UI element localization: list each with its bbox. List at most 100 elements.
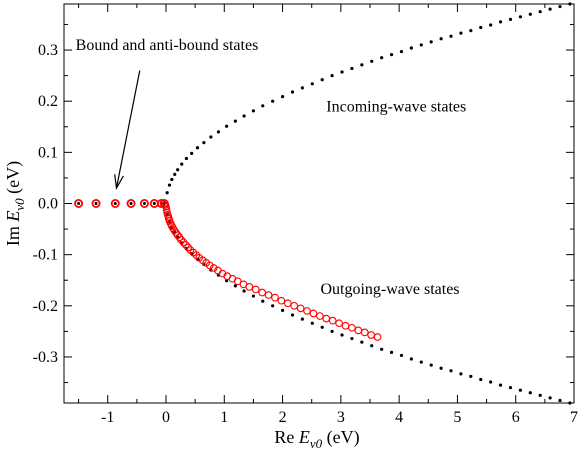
data-point [341, 321, 350, 330]
data-point [548, 7, 552, 11]
data-point [261, 104, 265, 108]
y-tick-label: 0.3 [38, 42, 58, 59]
data-point [328, 316, 337, 325]
data-point [360, 340, 364, 344]
data-point [181, 241, 190, 249]
data-point [429, 40, 433, 44]
data-point [184, 156, 188, 161]
data-point [91, 198, 101, 208]
data-point [429, 363, 433, 367]
y-tick-label: -0.3 [33, 349, 58, 366]
data-point [479, 25, 483, 30]
annotation-label: Bound and anti-bound states [76, 37, 259, 54]
data-point [303, 307, 311, 315]
x-tick-label: 4 [395, 409, 403, 426]
y-axis-label: Im Ev0 (eV) [3, 161, 27, 246]
data-point [209, 264, 218, 272]
annotation-label: Incoming-wave states [326, 98, 466, 115]
data-point [245, 283, 254, 291]
y-tick-label: 0.2 [38, 93, 58, 110]
data-point [300, 317, 304, 321]
data-point [498, 20, 503, 24]
data-point [389, 350, 394, 354]
data-point [389, 53, 394, 57]
y-tick-label: -0.2 [33, 298, 58, 315]
data-point [548, 396, 552, 400]
data-point [439, 366, 443, 370]
data-point [409, 357, 413, 361]
data-point [271, 99, 275, 103]
data-point [330, 74, 334, 78]
data-point [195, 146, 200, 150]
data-point [290, 301, 299, 310]
x-tick-label: 7 [570, 409, 578, 426]
data-point [142, 202, 146, 205]
data-point [310, 82, 314, 86]
data-point [350, 336, 354, 341]
data-point [190, 151, 194, 155]
data-point [258, 288, 267, 297]
y-tick-label: 0.0 [38, 196, 58, 213]
data-point [209, 135, 213, 139]
data-point [399, 353, 404, 358]
data-point [528, 12, 532, 16]
data-point [320, 78, 324, 82]
data-point [170, 177, 174, 182]
data-point [380, 56, 384, 60]
data-point [360, 328, 369, 337]
data-point [165, 191, 169, 195]
x-tick-label: 1 [220, 409, 228, 426]
data-point [370, 59, 374, 63]
data-point [469, 29, 473, 33]
data-point [373, 333, 382, 341]
data-point [508, 17, 513, 21]
annotation-arrow [115, 70, 141, 189]
data-point [538, 10, 542, 14]
data-point [330, 329, 334, 333]
data-point [74, 198, 84, 208]
data-point [225, 124, 229, 128]
data-point [350, 66, 354, 71]
data-point [264, 291, 273, 299]
data-point [399, 49, 404, 54]
data-point [233, 119, 237, 123]
data-point [439, 37, 443, 41]
data-point [518, 15, 522, 19]
x-tick-label: 6 [512, 409, 520, 426]
data-point [558, 398, 562, 403]
data-point [322, 314, 331, 323]
y-tick-label: 0.1 [38, 144, 58, 161]
data-point [409, 46, 413, 50]
data-point [469, 374, 473, 378]
data-point [449, 369, 453, 373]
data-point [251, 285, 260, 294]
data-marks [74, 2, 572, 405]
data-point [528, 391, 532, 395]
data-point [242, 114, 246, 118]
data-point [277, 296, 286, 305]
data-point [479, 377, 483, 382]
data-point [300, 86, 304, 90]
data-point [177, 235, 186, 244]
series-0 [165, 2, 572, 195]
annotation-label: Outgoing-wave states [320, 281, 459, 298]
data-point [205, 261, 214, 270]
data-point [216, 130, 221, 134]
x-axis-label: Re Ev0 (eV) [274, 427, 359, 451]
data-point [518, 388, 522, 392]
y-tick-label: -0.1 [33, 247, 58, 264]
data-point [167, 183, 172, 187]
data-point [271, 293, 279, 302]
axes: -1 0 1 2 3 4 5 6 7 -0.3 -0.2 -0.1 0.0 0.1 0.2 0.3 Re Ev0… [3, 3, 578, 451]
data-point [139, 198, 149, 208]
series-2 [74, 198, 169, 208]
data-point [179, 238, 188, 247]
data-point [310, 321, 314, 325]
data-point [538, 393, 542, 397]
data-point [367, 331, 376, 339]
data-point [370, 344, 374, 348]
x-tick-label: 5 [453, 409, 461, 426]
data-point [309, 309, 318, 318]
data-point [290, 313, 295, 317]
data-point [419, 360, 423, 364]
